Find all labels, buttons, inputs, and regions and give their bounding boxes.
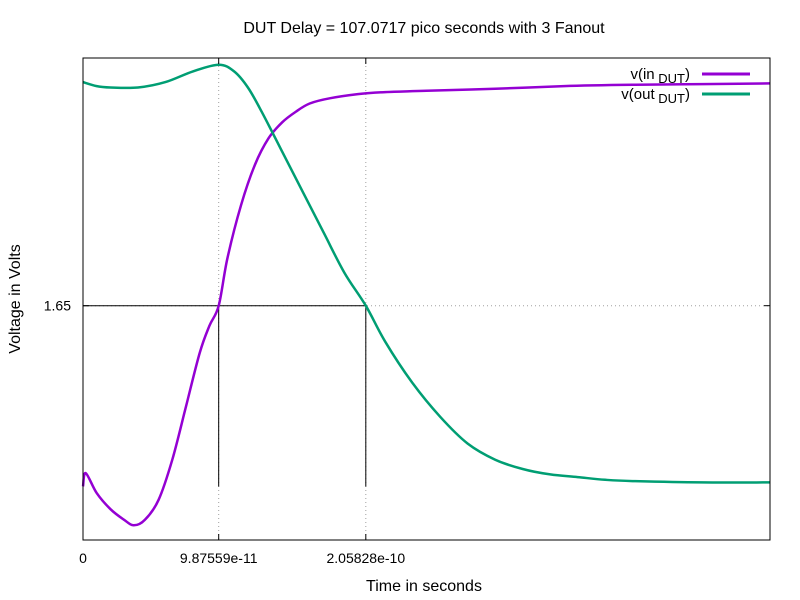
grid-layer (83, 58, 770, 540)
x-tick-label: 2.05828e-10 (326, 550, 405, 566)
chart-title: DUT Delay = 107.0717 pico seconds with 3… (243, 20, 605, 37)
y-axis-label: Voltage in Volts (7, 244, 24, 353)
legend-label: v(in DUT) (630, 66, 690, 86)
x-tick-label: 9.87559e-11 (180, 550, 258, 566)
x-axis-label: Time in seconds (366, 578, 482, 595)
series-layer (81, 63, 771, 527)
x-tick-label: 0 (79, 550, 87, 566)
plot-border (82, 57, 771, 541)
series-line-v-in (81, 82, 771, 527)
legend: v(in DUT)v(out DUT) (621, 66, 750, 106)
series-line-v-out (82, 63, 771, 484)
marker-layer (83, 305, 367, 487)
y-tick-label: 1.65 (44, 298, 71, 314)
legend-label: v(out DUT) (621, 86, 690, 106)
tick-layer: 0 9.87559e-11 2.05828e-10 1.65 (44, 58, 770, 566)
